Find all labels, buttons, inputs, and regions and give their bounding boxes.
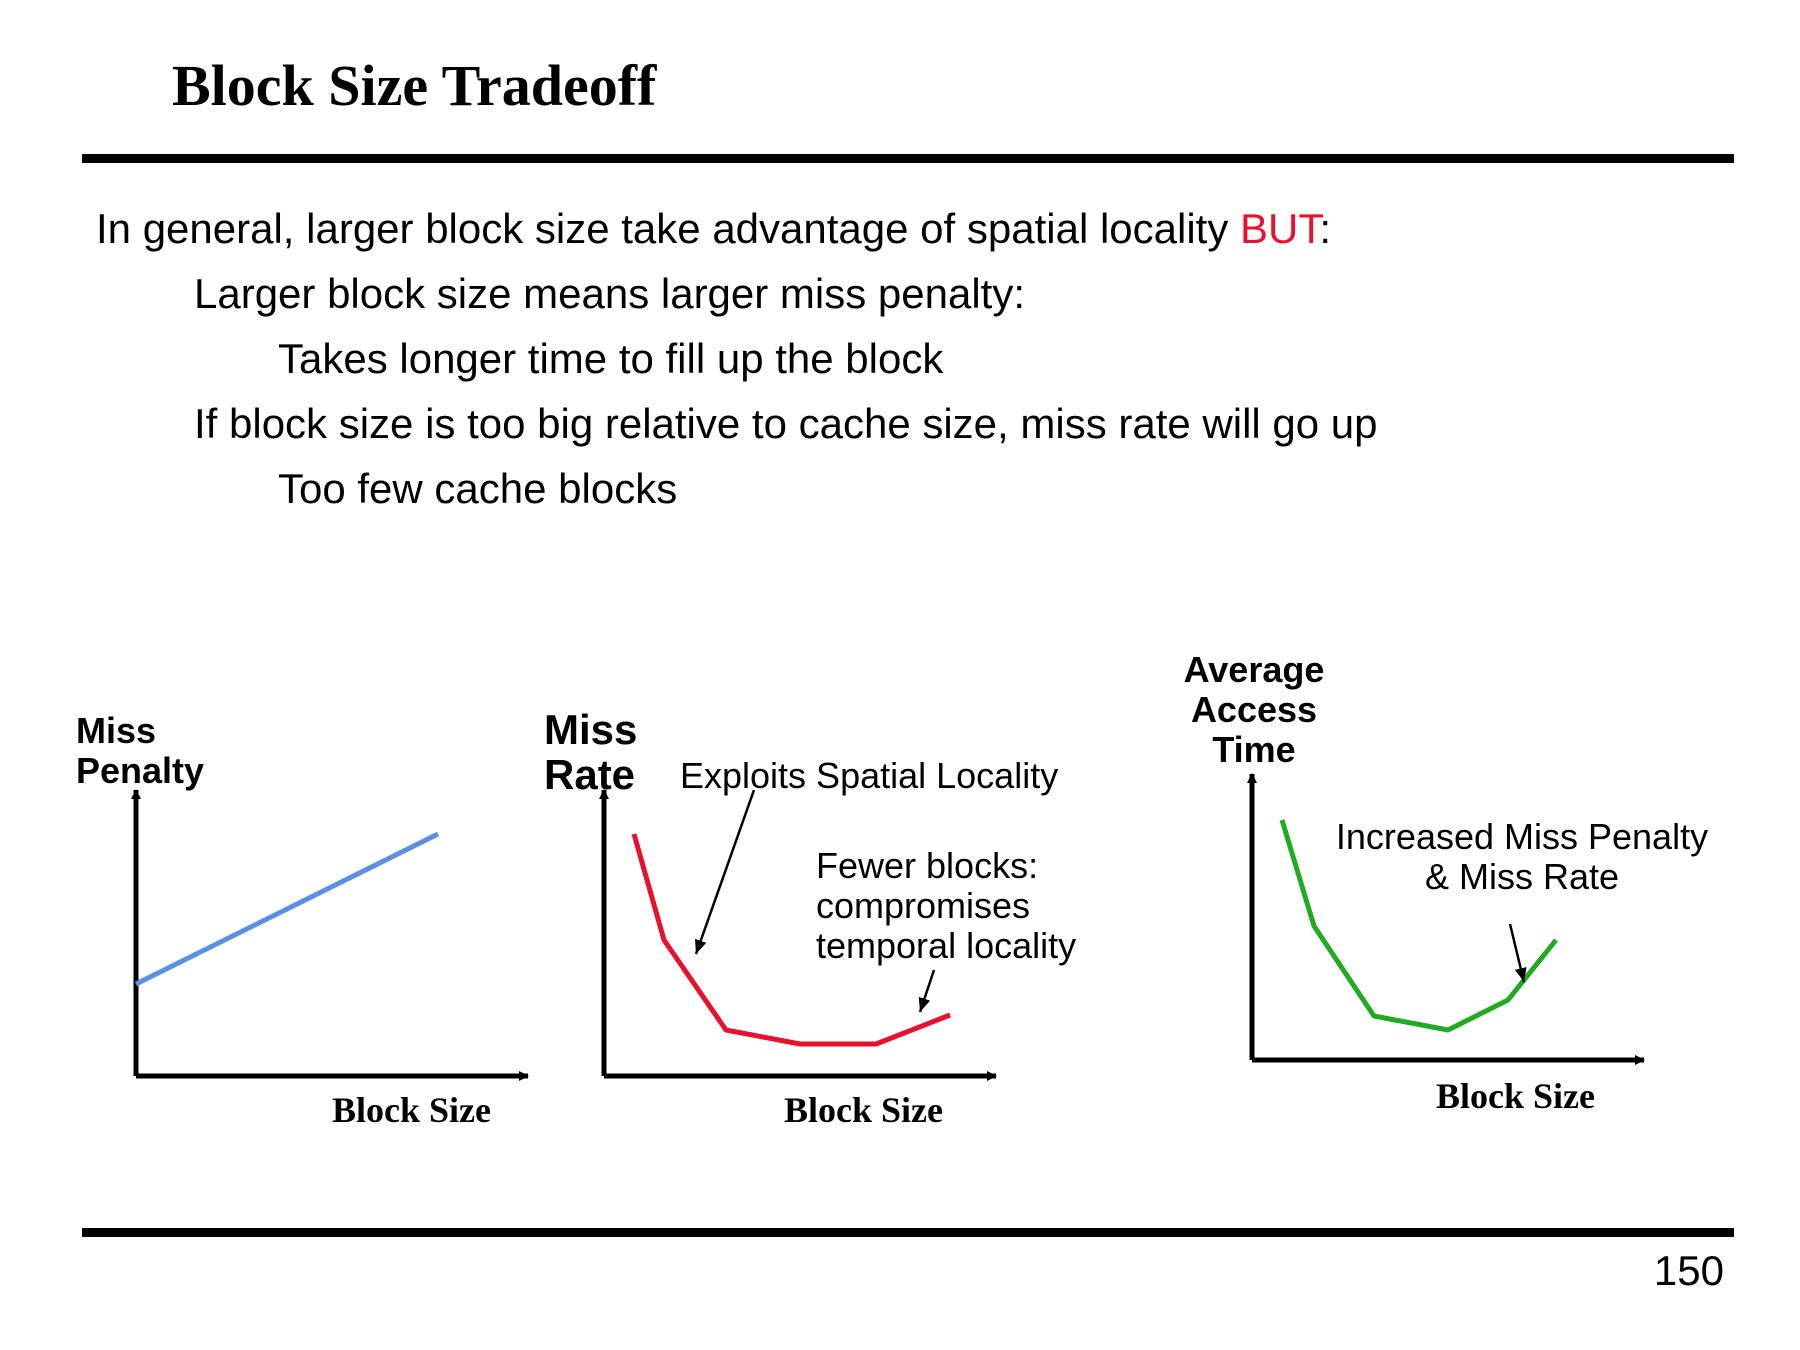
bullet-line-1-text: In general, larger block size take advan… (96, 205, 1240, 252)
bullet-line-1: In general, larger block size take advan… (96, 205, 1331, 253)
access-time-graph: Average Access Time Increased Miss Penal… (1184, 649, 1708, 1116)
miss-penalty-xlabel: Block Size (332, 1090, 491, 1130)
miss-rate-curve (631, 833, 951, 1047)
miss-penalty-ylabel-2: Penalty (76, 750, 204, 791)
miss-rate-annotation-fewer-1: Fewer blocks: (816, 845, 1038, 886)
slide-title: Block Size Tradeoff (172, 53, 657, 118)
bullet-line-2: Larger block size means larger miss pena… (194, 270, 1026, 317)
bullet-line-3: Takes longer time to fill up the block (278, 335, 944, 382)
miss-rate-ylabel-1: Miss (544, 706, 637, 753)
temporal-locality-arrow (918, 969, 936, 1013)
miss-rate-annotation-fewer-2: compromises (816, 885, 1030, 926)
miss-penalty-graph: Miss Penalty Block Size (76, 710, 529, 1130)
access-time-ylabel-3: Time (1212, 729, 1295, 770)
increased-penalty-arrow (1508, 923, 1527, 983)
miss-rate-graph: Miss Rate Exploits Spatial Locality Fewe… (544, 706, 1076, 1130)
access-time-xlabel: Block Size (1436, 1076, 1595, 1116)
access-time-annotation-2: & Miss Rate (1425, 856, 1619, 897)
miss-rate-xlabel: Block Size (784, 1090, 943, 1130)
top-rule (82, 154, 1734, 163)
spatial-locality-arrow (694, 789, 756, 955)
miss-penalty-ylabel-1: Miss (76, 710, 156, 751)
bullet-line-4: If block size is too big relative to cac… (194, 400, 1378, 447)
access-time-ylabel-2: Access (1191, 689, 1317, 730)
access-time-ylabel-1: Average (1184, 649, 1325, 690)
miss-rate-ylabel-2: Rate (544, 751, 635, 798)
access-time-annotation-1: Increased Miss Penalty (1336, 816, 1708, 857)
but-emphasis: BUT (1240, 205, 1320, 252)
bottom-rule (82, 1228, 1734, 1237)
miss-penalty-curve (134, 831, 440, 987)
bullet-line-5: Too few cache blocks (278, 465, 678, 512)
access-time-curve (1279, 819, 1558, 1033)
bullet-line-1-colon: : (1319, 205, 1332, 252)
page-number: 150 (1653, 1247, 1724, 1294)
miss-rate-annotation-fewer-3: temporal locality (816, 925, 1076, 966)
miss-rate-annotation-spatial: Exploits Spatial Locality (680, 755, 1058, 796)
